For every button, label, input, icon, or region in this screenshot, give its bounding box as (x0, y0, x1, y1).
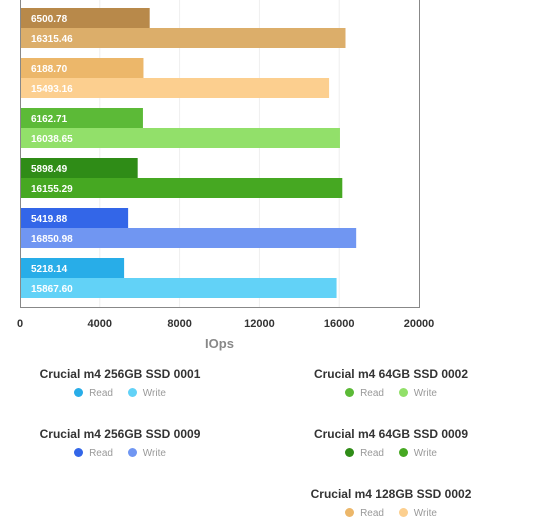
bar-read-label: 5419.88 (31, 214, 68, 225)
legend-title: Crucial m4 64GB SSD 0009 (313, 427, 469, 441)
legend-read-label: Read (360, 508, 384, 519)
bar-read-label: 6162.71 (31, 114, 68, 125)
legend-item-write[interactable]: Write (127, 387, 166, 401)
legend-write-dot-icon (127, 448, 137, 457)
bar-write (21, 78, 330, 98)
legend-item-write[interactable]: Write (398, 447, 437, 461)
legend-group-256gb-0001[interactable]: Crucial m4 256GB SSD 0001 Read Write (0, 366, 250, 401)
legend-read-dot-icon (345, 508, 355, 517)
x-tick-label: 12000 (244, 318, 275, 330)
bar-chart: 6500.78 16315.46 6188.70 15493.16 6162.71 160… (17, 0, 435, 351)
legend-item-write[interactable]: Write (127, 447, 166, 461)
bar-write (21, 228, 357, 248)
legend-item-read[interactable]: Read (345, 507, 384, 521)
legend-read-label: Read (89, 448, 113, 459)
bar-write (21, 28, 346, 48)
x-tick-label: 0 (17, 318, 23, 330)
legend-read-dot-icon (74, 388, 84, 397)
bar-write (21, 178, 343, 198)
bar-read-label: 6188.70 (31, 64, 68, 75)
legend-write-label: Write (413, 388, 437, 399)
bar-read (21, 258, 125, 278)
x-tick-label: 4000 (88, 318, 112, 330)
legend-read-dot-icon (74, 448, 84, 457)
bar-write-label: 16155.29 (31, 184, 73, 195)
legend-write-dot-icon (398, 508, 408, 517)
x-tick-label: 8000 (167, 318, 191, 330)
legend-write-dot-icon (127, 388, 137, 397)
bar-read (21, 58, 144, 78)
bar-write (21, 128, 340, 148)
legend-item-write[interactable]: Write (398, 507, 437, 521)
legend-group-64gb-0002[interactable]: Crucial m4 64GB SSD 0002 Read Write (261, 366, 521, 401)
legend-read-dot-icon (345, 448, 355, 457)
bar-write-label: 16850.98 (31, 234, 73, 245)
legend-title: Crucial m4 64GB SSD 0002 (313, 367, 469, 381)
bar-read-label: 5218.14 (31, 264, 68, 275)
legend-item-read[interactable]: Read (74, 447, 113, 461)
legend-item-write[interactable]: Write (398, 387, 437, 401)
legend-read-label: Read (360, 388, 384, 399)
bar-write-label: 15493.16 (31, 84, 73, 95)
legend-item-read[interactable]: Read (345, 387, 384, 401)
legend-read-label: Read (89, 388, 113, 399)
legend-title: Crucial m4 256GB SSD 0001 (39, 367, 201, 381)
legend-write-dot-icon (398, 388, 408, 397)
x-tick-label: 20000 (404, 318, 435, 330)
bar-write-label: 15867.60 (31, 284, 73, 295)
bar-write-label: 16315.46 (31, 34, 73, 45)
bar-read-label: 6500.78 (31, 14, 68, 25)
legend-item-read[interactable]: Read (74, 387, 113, 401)
legend-write-label: Write (413, 508, 437, 519)
legend-write-dot-icon (398, 448, 408, 457)
legend-group-128gb-0002[interactable]: Crucial m4 128GB SSD 0002 Read Write (261, 486, 521, 521)
bar-write-label: 16038.65 (31, 134, 73, 145)
x-axis-title: IOps (205, 336, 234, 351)
bar-read (21, 108, 143, 128)
bar-read-label: 5898.49 (31, 164, 68, 175)
bar-read (21, 208, 129, 228)
legend-item-read[interactable]: Read (345, 447, 384, 461)
bar-write (21, 278, 337, 298)
legend-group-256gb-0009[interactable]: Crucial m4 256GB SSD 0009 Read Write (0, 426, 250, 461)
legend-write-label: Write (413, 448, 437, 459)
legend-title: Crucial m4 256GB SSD 0009 (39, 427, 201, 441)
bar-read (21, 158, 138, 178)
legend-read-label: Read (360, 448, 384, 459)
bar-read (21, 8, 150, 28)
legend-read-dot-icon (345, 388, 355, 397)
x-tick-label: 16000 (324, 318, 355, 330)
legend-write-label: Write (142, 448, 166, 459)
legend-write-label: Write (142, 388, 166, 399)
legend-group-64gb-0009[interactable]: Crucial m4 64GB SSD 0009 Read Write (261, 426, 521, 461)
legend-title: Crucial m4 128GB SSD 0002 (310, 487, 472, 501)
